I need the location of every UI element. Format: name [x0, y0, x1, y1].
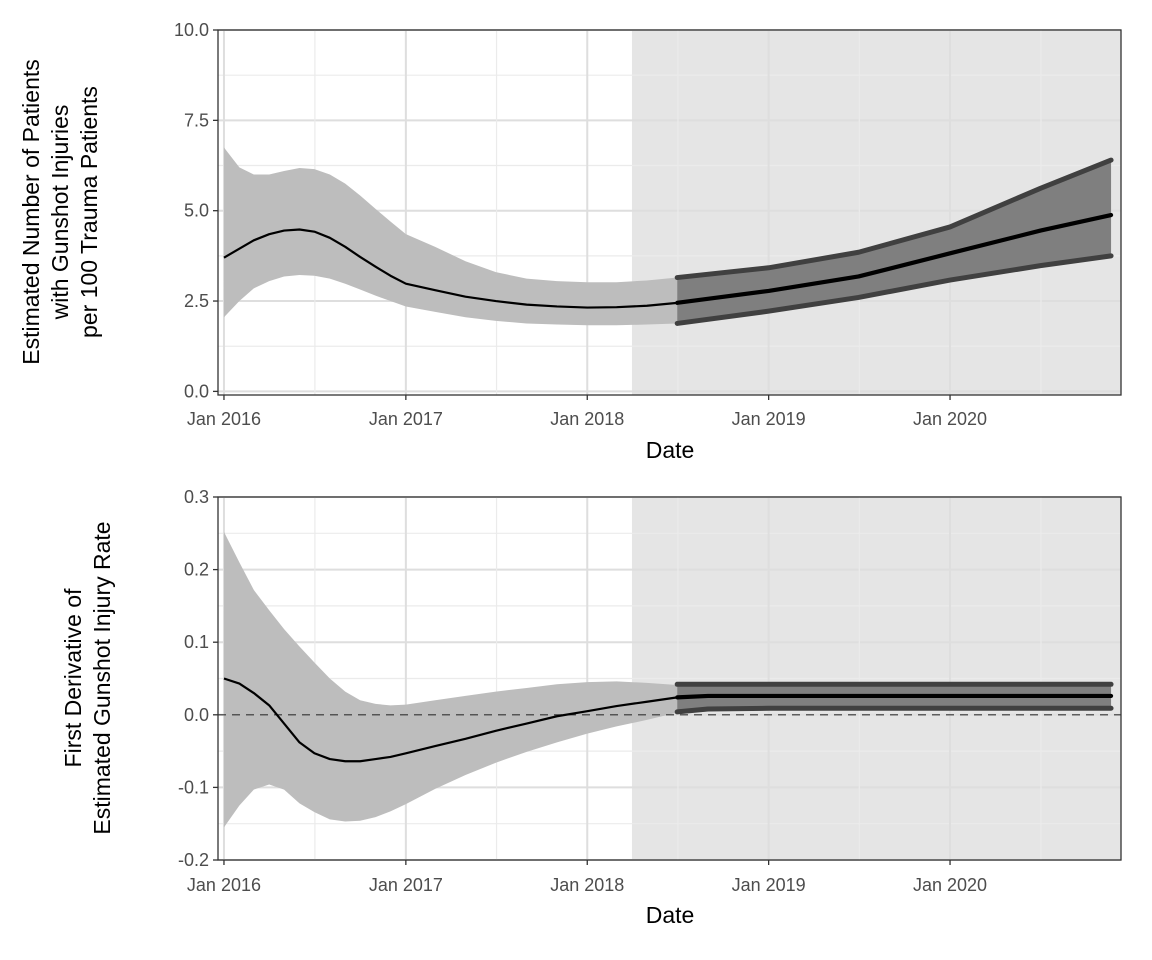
top-forecast-upper-line [674, 157, 1114, 281]
top-y-tick-label: 2.5 [184, 291, 209, 311]
bottom-y-tick-label: 0.3 [184, 487, 209, 507]
bottom-forecast-estimate-line [675, 693, 1114, 700]
bottom-y-tick-label: -0.2 [178, 850, 209, 870]
top-plot: 0.0 2.5 5.0 7.5 10.0 Jan 2016 Jan 2017 Jan 2018… [174, 20, 1122, 429]
top-ylabel: Estimated Number of Patients with Gunsho… [18, 59, 102, 365]
bottom-y-tick-label: -0.1 [178, 777, 209, 797]
bottom-forecast-lower-line [674, 705, 1114, 715]
top-forecast-estimate-line [675, 212, 1114, 305]
top-ylabel-line-2: with Gunshot Injuries [47, 105, 73, 321]
bottom-y-tick-label: 0.1 [184, 632, 209, 652]
top-x-tick-label: Jan 2019 [732, 409, 806, 429]
top-forecast-ci-band [677, 160, 1112, 324]
top-y-tick-label: 5.0 [184, 201, 209, 221]
top-ylabel-line-1: Estimated Number of Patients [18, 59, 44, 365]
bottom-ylabel: First Derivative of Estimated Gunshot In… [60, 521, 115, 834]
bottom-x-tick-label: Jan 2018 [550, 875, 624, 895]
bottom-ylabel-line-1: First Derivative of [60, 588, 86, 768]
top-y-tick-label: 0.0 [184, 381, 209, 401]
bottom-forecast-ci-band [677, 684, 1112, 712]
top-ylabel-line-3: per 100 Trauma Patients [76, 86, 102, 338]
top-x-tick-label: Jan 2017 [369, 409, 443, 429]
top-xlabel: Date [646, 437, 695, 463]
top-x-tick-label: Jan 2020 [913, 409, 987, 429]
bottom-panel-border [217, 496, 1122, 861]
bottom-y-tick-label: 0.0 [184, 705, 209, 725]
bottom-xlabel: Date [646, 902, 695, 928]
bottom-x-tick-label: Jan 2016 [187, 875, 261, 895]
top-y-tick-label: 7.5 [184, 110, 209, 130]
bottom-observed-estimate-line [223, 677, 678, 763]
bottom-ylabel-line-2: Estimated Gunshot Injury Rate [89, 521, 115, 834]
top-forecast-lower-line [674, 253, 1114, 326]
top-panel-border [217, 29, 1122, 396]
top-observed-ci-band [223, 147, 678, 326]
top-panel: Estimated Number of Patients with Gunsho… [18, 59, 694, 463]
bottom-observed-ci-band [223, 531, 678, 828]
bottom-y-tick-label: 0.2 [184, 560, 209, 580]
bottom-plot: -0.2 -0.1 0.0 0.1 0.2 0.3 Jan 2016 Jan 2017 Jan … [178, 487, 1122, 895]
top-x-tick-label: Jan 2018 [550, 409, 624, 429]
top-observed-estimate-line [223, 228, 678, 309]
bottom-x-tick-label: Jan 2020 [913, 875, 987, 895]
bottom-x-tick-label: Jan 2017 [369, 875, 443, 895]
top-y-tick-label: 10.0 [174, 20, 209, 40]
bottom-x-tick-label: Jan 2019 [732, 875, 806, 895]
bottom-panel: First Derivative of Estimated Gunshot In… [60, 521, 694, 928]
top-x-tick-label: Jan 2016 [187, 409, 261, 429]
